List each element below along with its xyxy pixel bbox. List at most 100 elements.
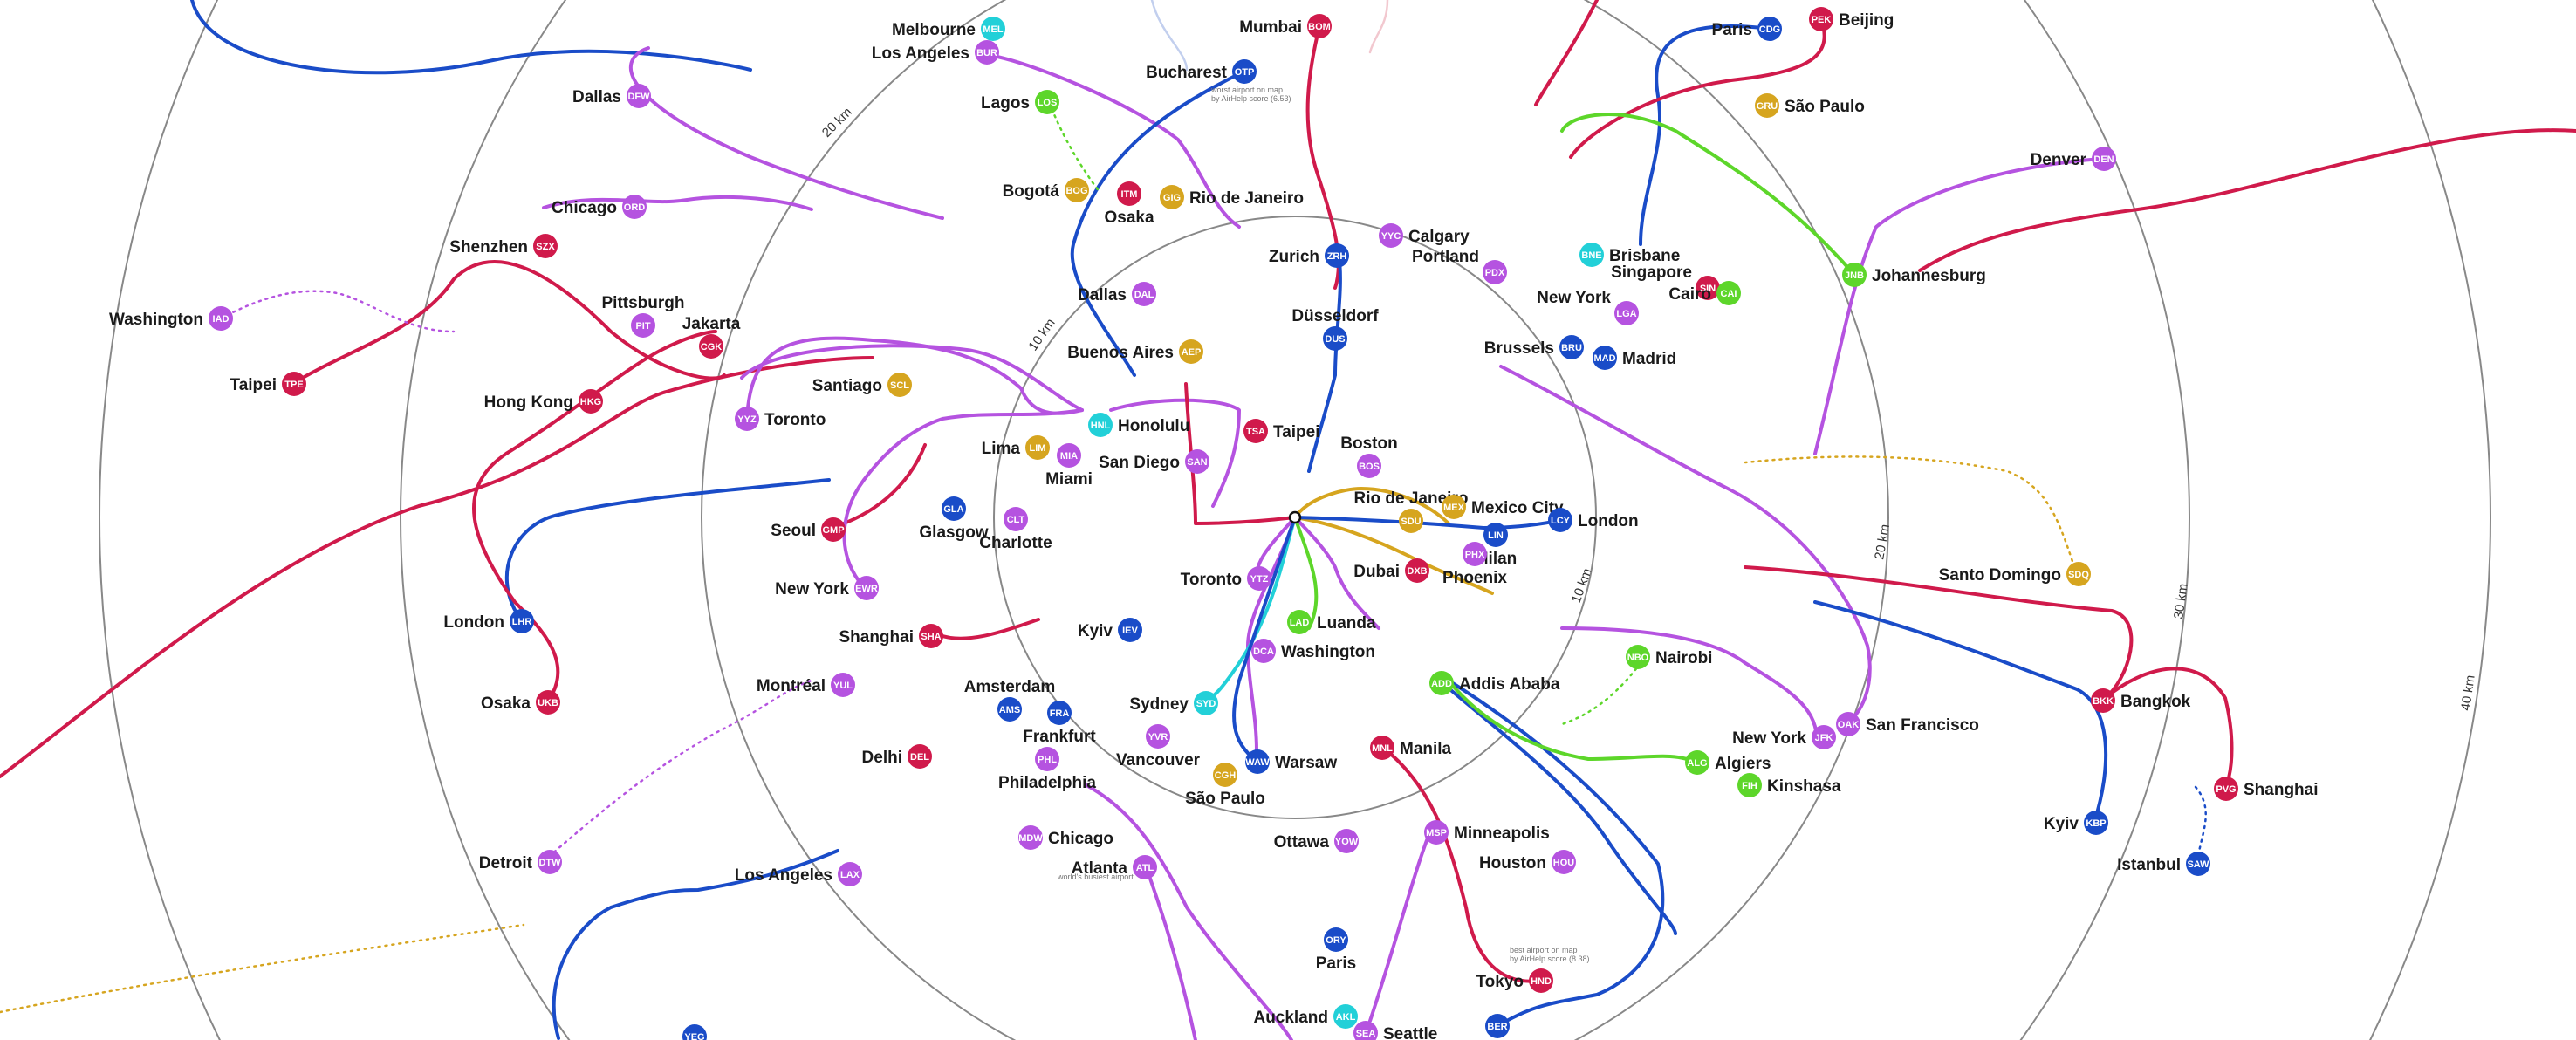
airport-sdq: SDQ Santo Domingo	[1939, 562, 2091, 586]
airport-alg: ALG Algiers	[1685, 750, 1771, 775]
airport-city-label: Shenzhen	[449, 238, 528, 257]
airport-iad: IAD Washington	[109, 306, 233, 331]
airport-city-label: Kyiv	[1078, 622, 1113, 640]
airport-city-label: Madrid	[1622, 350, 1676, 368]
airport-code: SCL	[890, 380, 909, 391]
airport-badge	[2186, 852, 2210, 876]
route-line	[740, 344, 1084, 412]
airport-code: DEL	[910, 752, 929, 763]
airport-badge	[831, 673, 855, 697]
airport-city-label: Algiers	[1715, 755, 1771, 773]
airport-lhr: LHR London	[443, 609, 534, 633]
airport-city-label: New York	[1732, 729, 1806, 748]
airport-badge	[1614, 301, 1639, 325]
airport-city-label: Brussels	[1484, 339, 1554, 358]
airport-code: LHR	[512, 617, 532, 627]
airport-city-label: Lima	[982, 440, 1021, 458]
airport-city-label: Manila	[1400, 740, 1452, 758]
airport-code: AKL	[1336, 1012, 1356, 1023]
airport-cgh: CGH São Paulo	[1185, 763, 1265, 808]
route-line	[2101, 667, 2234, 790]
airport-code: BUR	[976, 48, 997, 58]
airport-city-label: Singapore	[1611, 263, 1692, 282]
route-line-dotted	[0, 923, 525, 1014]
airport-badge	[2066, 562, 2091, 586]
airport-sha: SHA Shanghai	[839, 624, 943, 648]
airport-gla: GLA Glasgow	[919, 496, 989, 542]
airport-badge	[1287, 610, 1312, 634]
route-line	[938, 618, 1040, 640]
airport-badge	[2092, 147, 2116, 171]
airport-del: DEL Delhi	[862, 744, 932, 769]
airport-sin: SIN Singapore	[1611, 263, 1720, 300]
ring-20km	[701, 0, 1889, 1040]
airport-jfk: JFK New York	[1732, 725, 1836, 749]
ring-label-20km-left: 20 km	[819, 105, 855, 140]
airport-mex: MEX Mexico City	[1442, 495, 1564, 519]
airport-city-label: Toronto	[764, 411, 826, 429]
airport-badge	[1160, 185, 1184, 209]
airport-kbp: KBP Kyiv	[2044, 811, 2108, 835]
airport-tpe: TPE Taipei	[230, 372, 306, 396]
airport-sea: SEA Seattle	[1353, 1021, 1437, 1040]
airport-badge	[1593, 346, 1617, 370]
airport-bru: BRU Brussels	[1484, 335, 1584, 359]
route-line	[1534, 0, 1599, 106]
airport-badge	[1146, 724, 1170, 749]
airport-itm: ITM Osaka	[1104, 181, 1154, 227]
airport-badge	[1333, 1004, 1358, 1029]
airport-badge	[1035, 90, 1059, 114]
airport-code: PVG	[2216, 784, 2236, 795]
airport-mnl: MNL Manila	[1370, 736, 1452, 760]
route-line	[1368, 827, 1433, 1023]
airport-badge	[1463, 542, 1487, 566]
airport-city-label: Shanghai	[839, 628, 914, 647]
airport-city-label: Luanda	[1317, 614, 1376, 633]
airport-code: BER	[1487, 1022, 1507, 1032]
airport-city-label: Seattle	[1383, 1025, 1437, 1040]
ring-label-30km: 30 km	[2171, 583, 2191, 620]
route-line	[1569, 17, 1826, 159]
airport-code: NBO	[1627, 653, 1649, 663]
airport-badge	[1548, 508, 1572, 532]
airport-akl: AKL Auckland	[1253, 1004, 1358, 1029]
airport-badge	[1626, 645, 1650, 669]
route-line	[1380, 745, 1543, 983]
route-line	[1440, 681, 1677, 935]
airport-badge	[579, 389, 603, 414]
airport-code: BRU	[1561, 343, 1582, 353]
airport-badge	[1118, 618, 1142, 642]
route-line	[1293, 516, 1559, 530]
airport-code: YTZ	[1250, 574, 1269, 585]
airport-badge	[1194, 691, 1218, 715]
airport-badge	[1353, 1021, 1378, 1040]
airport-pit: PIT Pittsburgh	[602, 294, 685, 338]
airport-code: GIG	[1163, 193, 1181, 203]
airport-code: LCY	[1551, 516, 1571, 526]
airport-badge	[627, 84, 651, 108]
airport-badge	[1025, 435, 1050, 460]
airport-city-label: Boston	[1340, 434, 1397, 453]
airport-gmp: GMP Seoul	[771, 517, 846, 542]
airport-code: UKB	[538, 698, 558, 708]
airport-code: AEP	[1182, 347, 1202, 358]
airport-hnl: HNL Honolulu	[1088, 413, 1189, 437]
airport-dus: DUS Düsseldorf	[1291, 307, 1379, 351]
airport-city-label: Santo Domingo	[1939, 566, 2061, 585]
airport-code: LOS	[1038, 98, 1058, 108]
airport-code: AMS	[999, 705, 1020, 715]
airport-code: WAW	[1245, 757, 1270, 768]
airport-code: BKK	[2093, 696, 2114, 707]
airport-code: CLT	[1007, 515, 1025, 525]
airport-badge	[1132, 282, 1156, 306]
note-best-airport: best airport on map by AirHelp score (8.…	[1510, 946, 1590, 963]
airport-city-label: Dallas	[1078, 286, 1127, 304]
airport-city-label: San Diego	[1099, 454, 1180, 472]
airport-oak: OAK San Francisco	[1836, 712, 1979, 736]
airport-code: LIN	[1488, 530, 1504, 541]
airport-cdg: CDG Paris	[1712, 17, 1782, 41]
airport-badge	[2091, 688, 2115, 713]
note-busiest-airport: world's busiest airport	[1057, 872, 1134, 881]
airport-code: ZRH	[1327, 251, 1347, 262]
